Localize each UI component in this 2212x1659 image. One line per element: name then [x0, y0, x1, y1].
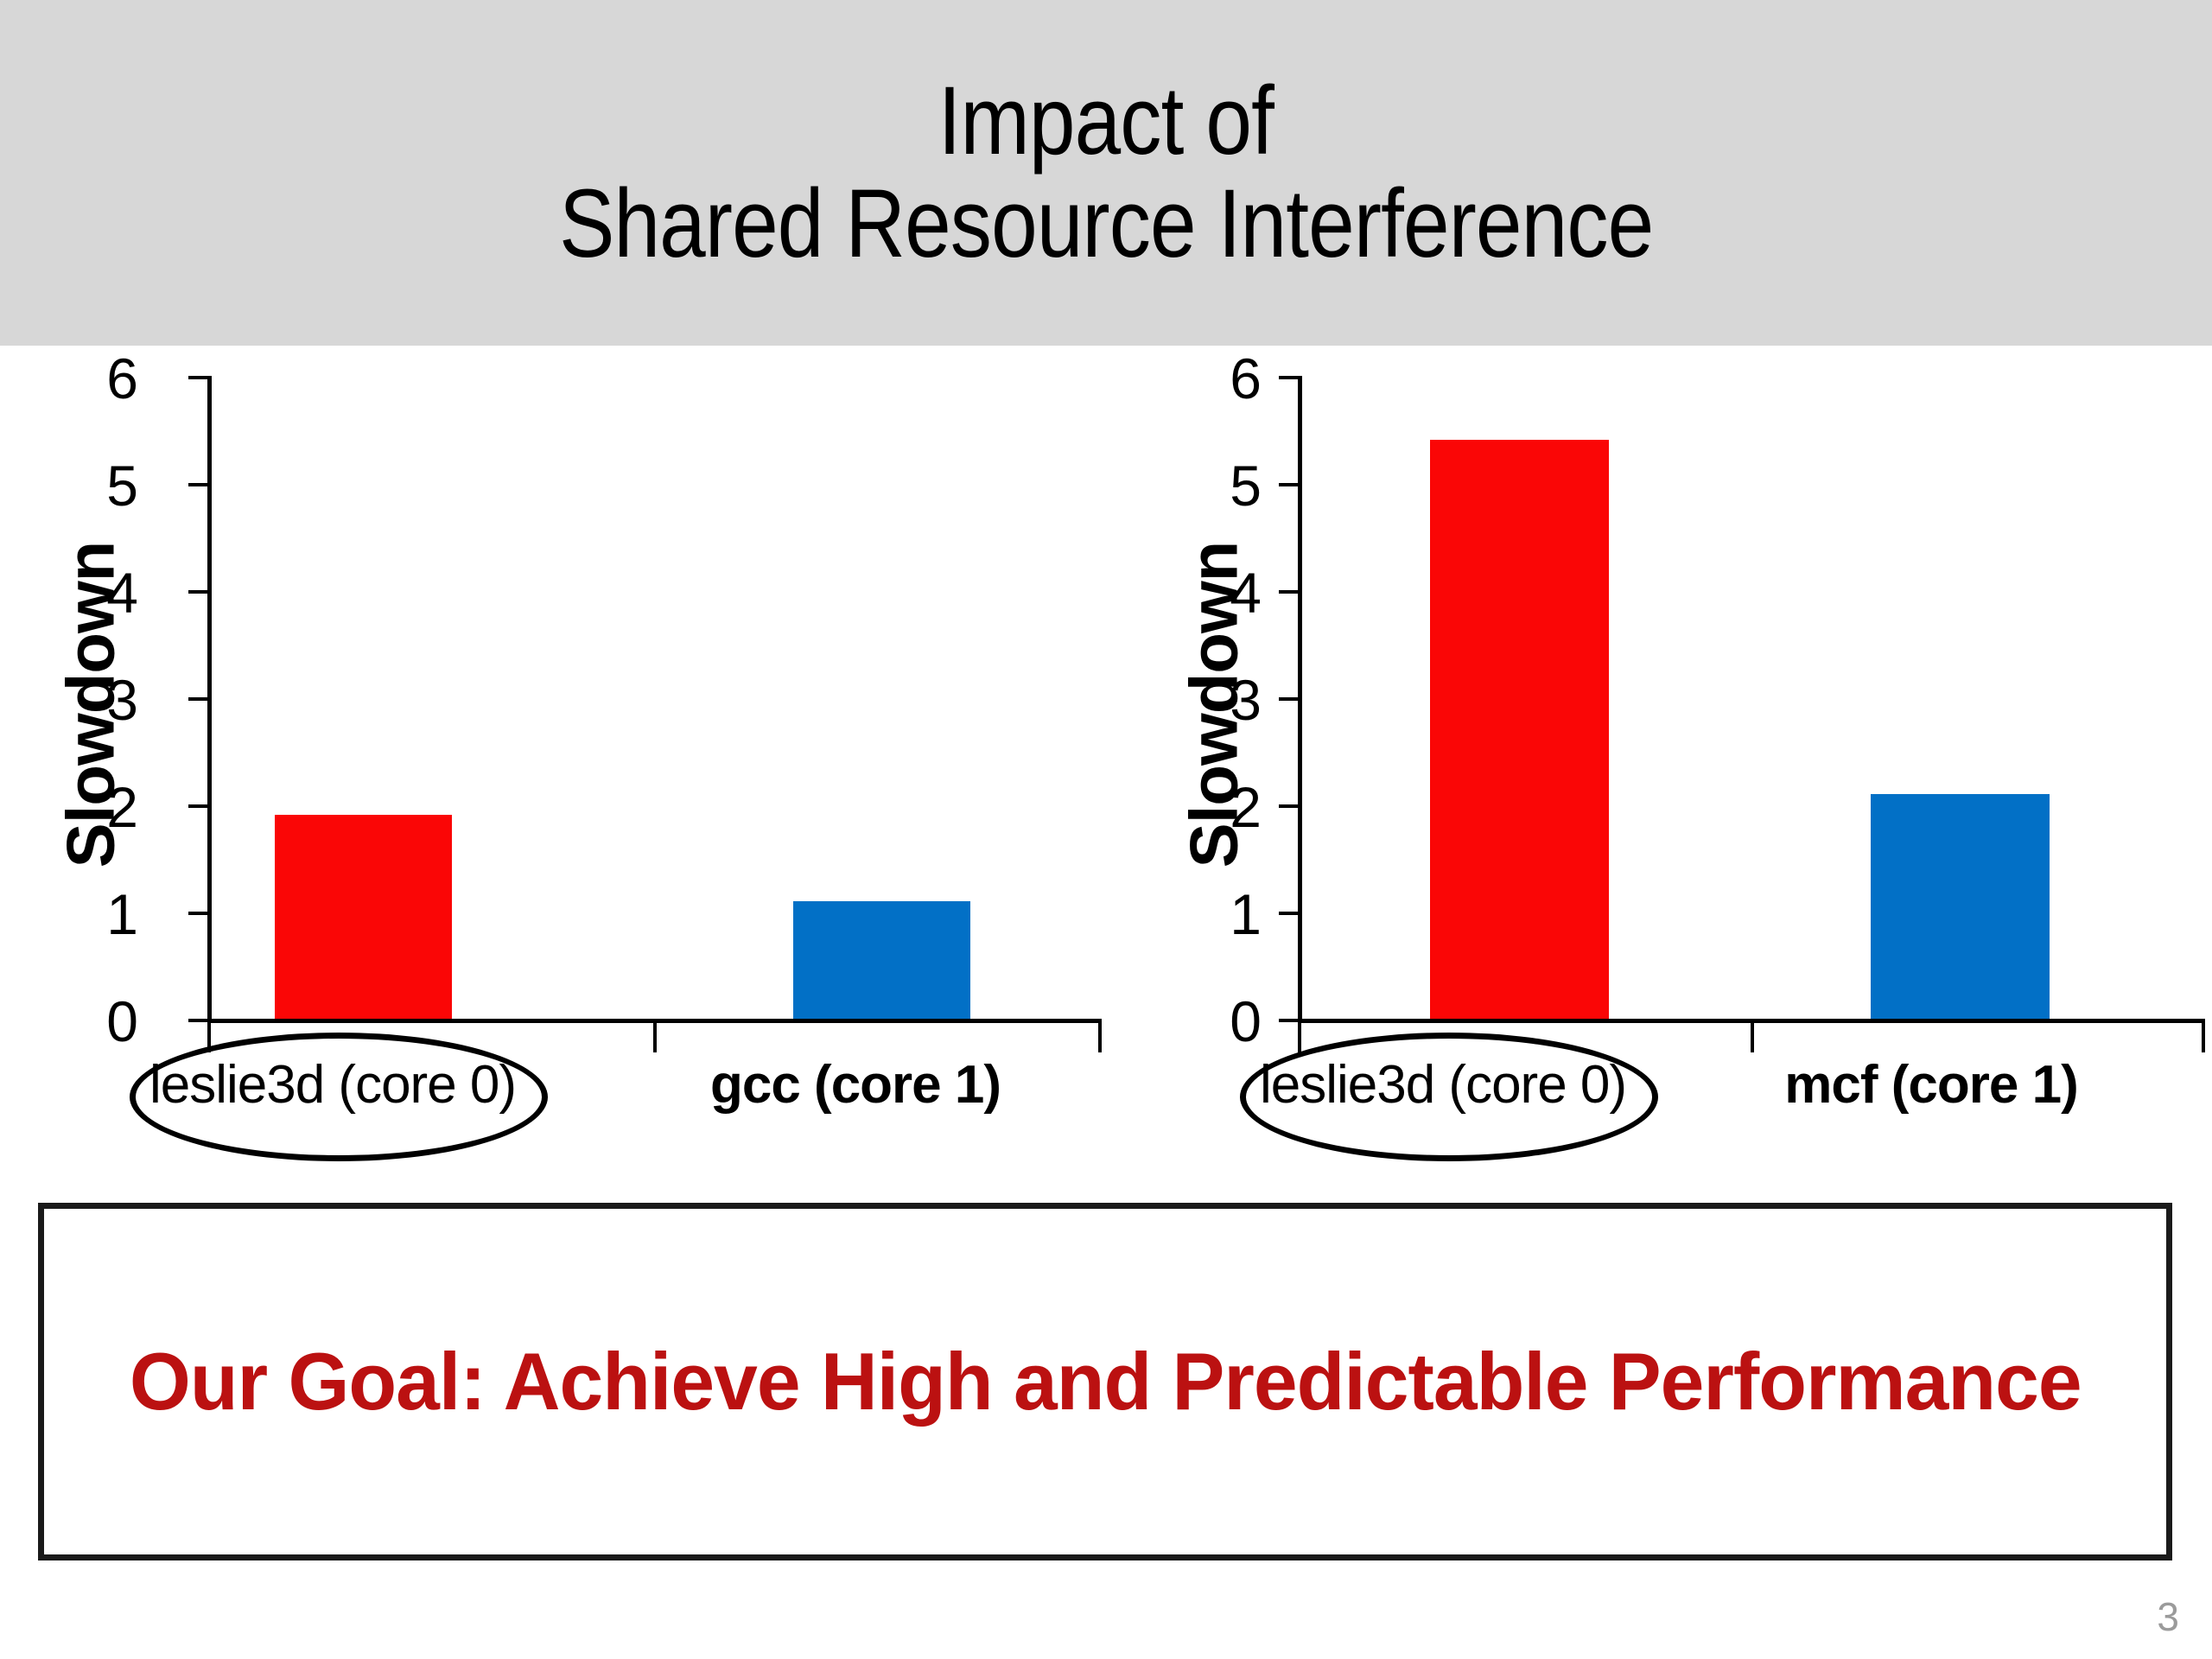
goal-callout-box: Our Goal: Achieve High and Predictable P… — [38, 1203, 2172, 1560]
chart-right-y-tick-label-4: 4 — [1230, 561, 1262, 625]
chart-right-plot-area — [1302, 376, 2205, 1019]
chart-right-bar-leslie3d — [1430, 440, 1609, 1019]
chart-left-y-tick-5 — [188, 483, 207, 486]
chart-right-y-tick-5 — [1279, 483, 1298, 486]
chart-right-x-tick-end — [2202, 1023, 2205, 1052]
chart-left-y-tick-label-5: 5 — [106, 454, 138, 518]
chart-left: Slowdown 6 5 4 3 2 1 0 leslie3d (c — [0, 346, 1123, 1161]
chart-left-bar-leslie3d — [275, 815, 452, 1019]
chart-right-category-label-mcf: mcf (core 1) — [1784, 1055, 2078, 1115]
chart-right-y-tick-label-5: 5 — [1230, 454, 1262, 518]
chart-left-y-tick-4 — [188, 590, 207, 594]
chart-left-category-label-gcc: gcc (core 1) — [709, 1055, 1001, 1115]
page-title-line-1: Impact of — [938, 67, 1274, 175]
chart-left-y-tick-1 — [188, 912, 207, 915]
chart-right-y-tick-label-1: 1 — [1230, 882, 1262, 946]
chart-left-x-tick-mid — [653, 1023, 657, 1052]
chart-left-x-tick-end — [1098, 1023, 1102, 1052]
chart-right-y-tick-1 — [1279, 912, 1298, 915]
chart-right-y-axis-line — [1298, 376, 1302, 1022]
slide-title-band: Impact of Shared Resource Interference — [0, 0, 2212, 346]
chart-left-bar-gcc — [793, 900, 970, 1019]
chart-left-y-tick-label-1: 1 — [106, 882, 138, 946]
chart-left-y-axis-line — [207, 376, 212, 1022]
chart-left-y-tick-2 — [188, 804, 207, 808]
chart-right-y-tick-0 — [1279, 1019, 1298, 1022]
chart-right-x-tick-start — [1298, 1023, 1301, 1052]
chart-left-y-tick-label-4: 4 — [106, 561, 138, 625]
chart-right-y-tick-label-0: 0 — [1230, 989, 1262, 1053]
chart-right-y-tick-label-3: 3 — [1230, 668, 1262, 732]
chart-left-y-tick-3 — [188, 697, 207, 701]
chart-right-bar-mcf — [1871, 793, 2050, 1019]
chart-right-y-tick-6 — [1279, 376, 1298, 379]
chart-right-y-tick-3 — [1279, 697, 1298, 701]
chart-left-y-tick-label-6: 6 — [106, 346, 138, 410]
chart-right: Slowdown 6 5 4 3 2 1 0 leslie3d (core 0)… — [1123, 346, 2212, 1161]
chart-left-x-tick-start — [207, 1023, 211, 1052]
chart-right-y-tick-2 — [1279, 804, 1298, 808]
chart-left-plot-area — [212, 376, 1102, 1019]
chart-right-x-axis-line — [1298, 1019, 2205, 1023]
chart-right-x-tick-mid — [1751, 1023, 1754, 1052]
goal-callout-text: Our Goal: Achieve High and Predictable P… — [129, 1336, 2082, 1427]
chart-left-y-tick-label-3: 3 — [106, 668, 138, 732]
chart-left-x-axis-line — [207, 1019, 1102, 1023]
chart-right-y-tick-4 — [1279, 590, 1298, 594]
chart-left-y-tick-0 — [188, 1019, 207, 1022]
page-number: 3 — [2157, 1594, 2179, 1639]
chart-right-highlight-ellipse — [1240, 1033, 1658, 1161]
chart-left-y-tick-label-2: 2 — [106, 775, 138, 839]
chart-right-y-tick-label-6: 6 — [1230, 346, 1262, 410]
chart-left-highlight-ellipse — [130, 1033, 548, 1161]
chart-right-y-tick-label-2: 2 — [1230, 775, 1262, 839]
chart-left-y-tick-6 — [188, 376, 207, 379]
page-title-line-2: Shared Resource Interference — [558, 169, 1654, 277]
chart-left-y-tick-label-0: 0 — [106, 989, 138, 1053]
